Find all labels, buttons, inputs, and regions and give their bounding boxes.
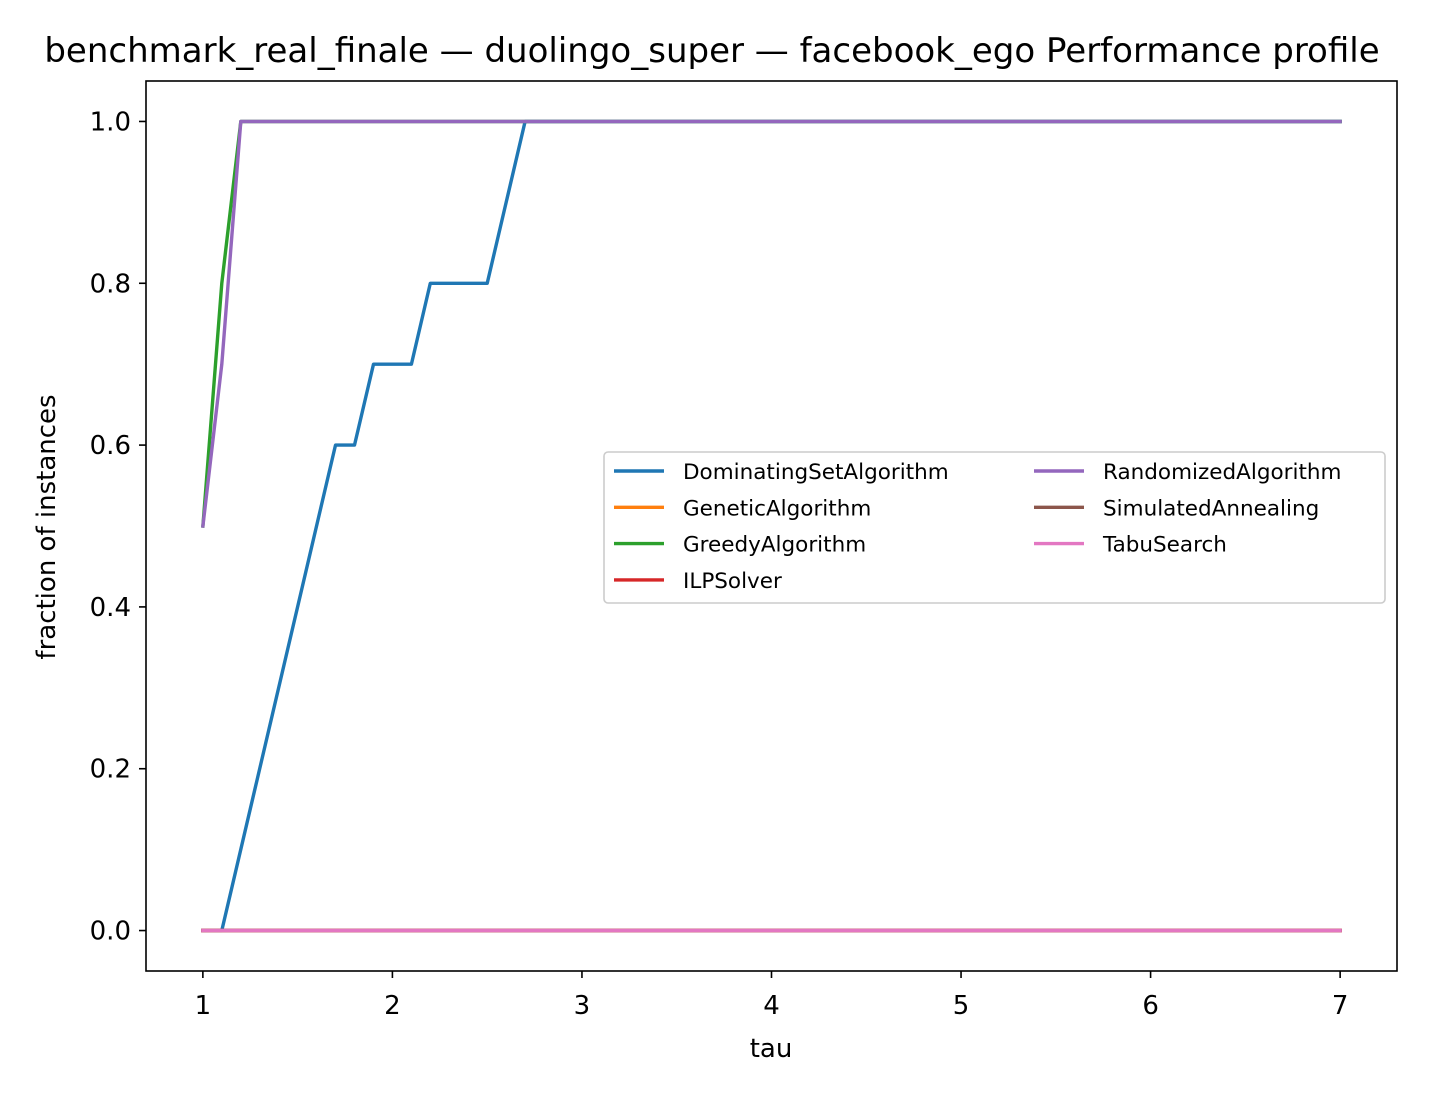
y-tick-label: 0.6 <box>90 431 131 461</box>
x-axis-label: tau <box>750 1034 793 1064</box>
y-tick-label: 0.0 <box>90 917 131 947</box>
plot-area <box>201 119 1342 933</box>
x-tick-label: 5 <box>953 991 970 1021</box>
x-tick-label: 2 <box>384 991 401 1021</box>
series-line-randomized-algorithm <box>201 119 1342 528</box>
legend-label-simulated-annealing: SimulatedAnnealing <box>1103 496 1319 521</box>
y-tick-label: 0.8 <box>90 269 131 299</box>
axes: 1 2 3 4 5 6 7 0.0 0.2 0.4 0.6 0.8 1.0 <box>90 80 1398 1021</box>
x-tick-label: 7 <box>1332 991 1349 1021</box>
legend-label-genetic-algorithm: GeneticAlgorithm <box>683 496 871 521</box>
y-tick-label: 0.4 <box>90 593 131 623</box>
legend-label-ilpsolver: ILPSolver <box>683 569 782 594</box>
legend-frame <box>603 451 1386 604</box>
series-line-dominating-set-algorithm <box>201 119 1342 933</box>
chart-title: benchmark_real_finale — duolingo_super —… <box>44 31 1379 71</box>
legend-label-dominating-set-algorithm: DominatingSetAlgorithm <box>683 460 949 485</box>
legend-label-greedy-algorithm: GreedyAlgorithm <box>683 533 866 558</box>
x-tick-label: 4 <box>763 991 780 1021</box>
legend-label-tabu-search: TabuSearch <box>1102 533 1227 558</box>
x-tick-label: 1 <box>195 991 212 1021</box>
legend: DominatingSetAlgorithm GeneticAlgorithm Gr… <box>603 451 1386 604</box>
x-tick-label: 6 <box>1142 991 1159 1021</box>
legend-label-randomized-algorithm: RandomizedAlgorithm <box>1103 460 1341 485</box>
y-axis-label: fraction of instances <box>32 394 62 659</box>
x-tick-label: 3 <box>574 991 591 1021</box>
y-tick-label: 0.2 <box>90 755 131 785</box>
y-tick-label: 1.0 <box>90 107 131 137</box>
